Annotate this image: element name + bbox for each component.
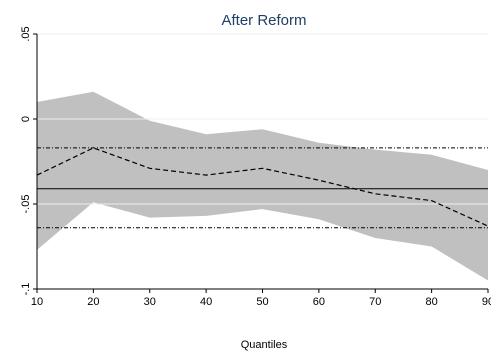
series-layer	[36, 147, 489, 227]
y-tick-label: 0	[20, 116, 32, 122]
x-axis-label: Quantiles	[241, 339, 288, 351]
x-tick-label: 50	[256, 296, 268, 308]
x-tick-label: 30	[144, 296, 156, 308]
y-tick-label: .05	[20, 26, 32, 41]
x-tick-label: 80	[426, 296, 438, 308]
x-tick-label: 90	[482, 296, 491, 308]
y-tick-label: -.1	[20, 283, 32, 296]
confidence-band	[37, 91, 488, 281]
x-tick-label: 10	[31, 296, 43, 308]
y-tick-label: -.05	[20, 195, 32, 214]
chart-title: After Reform	[221, 12, 306, 29]
axes-layer: -.1 -.05 0 .05 10 20 30 40 50 60 70 80 90	[20, 26, 491, 308]
reference-lines-layer	[37, 147, 488, 229]
x-tick-label: 70	[369, 296, 381, 308]
confidence-band-layer	[37, 91, 488, 281]
x-tick-label: 20	[87, 296, 99, 308]
x-tick-label: 60	[313, 296, 325, 308]
series-line	[36, 147, 489, 227]
x-tick-label: 40	[200, 296, 212, 308]
